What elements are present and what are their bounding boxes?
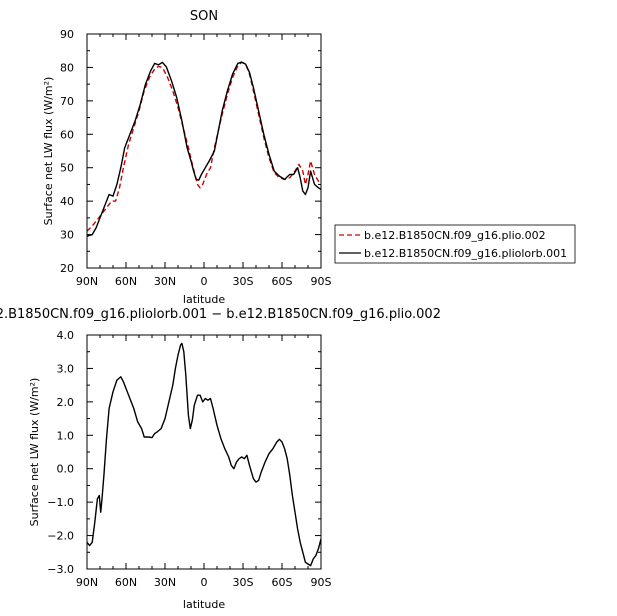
bottom-ytick-label: 1.0 xyxy=(57,429,75,442)
top-ytick-label: 90 xyxy=(60,28,74,41)
bottom-ylabel: Surface net LW flux (W/m²) xyxy=(28,378,41,527)
bottom-panel: b.e12.B1850CN.f09_g16.pliolorb.001 − b.e… xyxy=(0,307,441,611)
bottom-xtick-label: 60N xyxy=(115,576,137,589)
top-ylabel: Surface net LW flux (W/m²) xyxy=(42,77,55,226)
top-series-line-1 xyxy=(86,61,322,237)
legend-label-plio: b.e12.B1850CN.f09_g16.plio.002 xyxy=(364,229,546,242)
top-ytick-label: 20 xyxy=(60,262,74,275)
top-ytick-label: 60 xyxy=(60,128,74,141)
bottom-ytick-label: 4.0 xyxy=(57,329,75,342)
legend: b.e12.B1850CN.f09_g16.plio.002 b.e12.B18… xyxy=(334,224,576,264)
top-xtick-label: 90N xyxy=(76,275,98,288)
bottom-plot-area: 90N 60N 30N 0 30S 60S 90S −3.0 −2.0 −1.0 0.0 1.0 2.0… xyxy=(47,329,331,589)
bottom-xtick-label: 90N xyxy=(76,576,98,589)
top-xtick-label: 90S xyxy=(311,275,332,288)
top-xtick-label: 60N xyxy=(115,275,137,288)
top-xlabel: latitude xyxy=(183,293,225,306)
bottom-xtick-label: 90S xyxy=(311,576,332,589)
top-ytick-label: 70 xyxy=(60,95,74,108)
bottom-title: b.e12.B1850CN.f09_g16.pliolorb.001 − b.e… xyxy=(0,307,441,322)
bottom-ytick-label: −1.0 xyxy=(47,496,74,509)
top-ytick-label: 50 xyxy=(60,162,74,175)
bottom-xlabel: latitude xyxy=(183,598,225,611)
legend-label-pliolorb: b.e12.B1850CN.f09_g16.pliolorb.001 xyxy=(364,247,567,260)
bottom-ytick-label: 2.0 xyxy=(57,396,75,409)
bottom-xtick-label: 0 xyxy=(201,576,208,589)
bottom-xtick-label: 60S xyxy=(272,576,293,589)
legend-box xyxy=(334,224,576,264)
bottom-ytick-label: −3.0 xyxy=(47,563,74,576)
top-plot-area: 90N 60N 30N 0 30S 60S 90S 20 30 40 50 60 70 80 90 xyxy=(60,28,332,288)
bottom-series-line-0 xyxy=(86,342,322,567)
bottom-ytick-label: 3.0 xyxy=(57,362,75,375)
bottom-ytick-label: −2.0 xyxy=(47,530,74,543)
top-xtick-label: 60S xyxy=(272,275,293,288)
bottom-ytick-label: 0.0 xyxy=(57,463,75,476)
top-ytick-label: 80 xyxy=(60,61,74,74)
top-ytick-label: 30 xyxy=(60,229,74,242)
bottom-plot-frame xyxy=(86,334,322,570)
top-ytick-label: 40 xyxy=(60,195,74,208)
top-title: SON xyxy=(190,9,218,24)
bottom-xtick-label: 30N xyxy=(154,576,176,589)
top-xtick-label: 30S xyxy=(233,275,254,288)
top-xtick-label: 30N xyxy=(154,275,176,288)
top-plot-frame xyxy=(86,33,322,269)
top-series-line-0 xyxy=(86,61,322,232)
bottom-xtick-label: 30S xyxy=(233,576,254,589)
top-xtick-label: 0 xyxy=(201,275,208,288)
top-panel: SON 90N 60N 30N 0 30S 60S 90S2030405060708090 … xyxy=(42,9,576,306)
